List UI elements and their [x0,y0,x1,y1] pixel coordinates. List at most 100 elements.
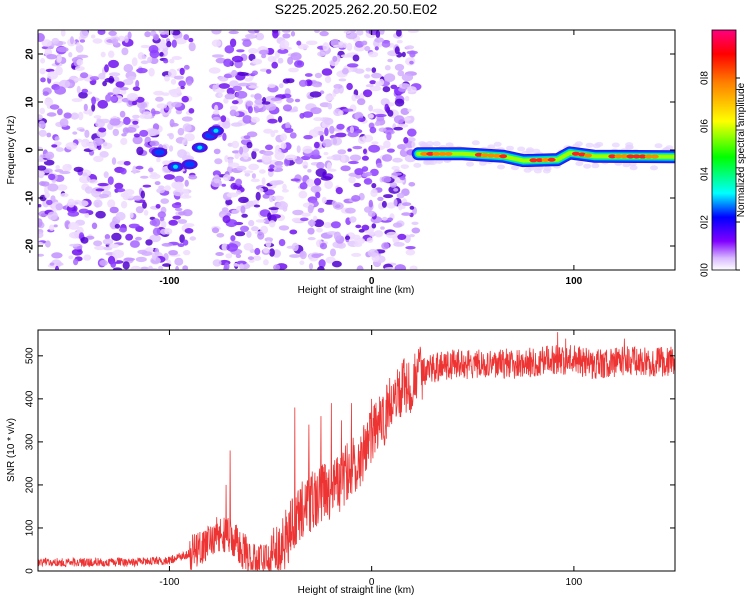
spectrogram-cell [307,204,314,214]
spectrogram-cell [368,144,380,153]
spectrogram-cell [132,86,141,92]
spectrogram-cell [382,216,388,221]
spectrogram-cell [182,209,193,217]
spectrogram-cell [254,30,260,34]
spectrogram-ytick-label: -10 [25,190,36,205]
spectrogram-cell [261,101,271,105]
spectrogram-cell [78,208,90,214]
spectrogram-cell [145,239,153,246]
spectrogram-cell [63,112,72,119]
spectrogram-cell [356,265,364,270]
spectrogram-cell [160,198,169,204]
spectrogram-cell [177,219,188,224]
spectrogram-cell [288,67,299,73]
spectrogram-cell [322,42,330,52]
spectrogram-cell [248,85,259,89]
spectrogram-cell [403,137,409,144]
spectrogram-cell [46,54,58,60]
spectrogram-cell [161,242,173,247]
spectrogram-cell [333,231,342,241]
spectrogram-cell [99,151,109,158]
spectrogram-cell [316,161,325,170]
snr-panel: -100 0 100 0 100 200 300 400 500 Height of strai… [6,329,676,596]
spectrogram-cell [234,231,246,237]
spectrogram-cell [383,73,396,83]
spectrogram-cell [169,58,175,64]
spectrogram-xtick-label: 0 [369,276,375,287]
spectrogram-cell [141,251,153,256]
spectrogram-cell [188,108,195,114]
spectrogram-cell [396,30,402,37]
spectrogram-cell [398,203,403,211]
spectrogram-cell [324,180,333,189]
spectrogram-cell [79,39,86,43]
spectrogram-cell [309,91,322,98]
spectrogram-cell [188,174,198,180]
spectrogram-carrier-peak [529,158,538,163]
spectrogram-cell [243,170,254,174]
spectrogram-cell [104,234,111,240]
spectrogram-cell [398,83,411,89]
spectrogram-cell [325,256,336,264]
spectrogram-cell [244,33,256,39]
spectrogram-cell [54,86,66,95]
spectrogram-cell [347,148,352,152]
spectrogram-cell [115,211,126,221]
spectrogram-cell [289,254,301,258]
spectrogram-cell [126,93,139,101]
colorbar-label: Normalized spectral amplitude [736,82,747,217]
spectrogram-cell [526,147,534,153]
spectrogram-cell [130,265,142,270]
spectrogram-cell [104,77,115,83]
spectrogram-xtick-label: 100 [566,276,583,287]
spectrogram-cell [411,227,421,234]
spectrogram-cell [78,91,88,99]
spectrogram-cell [79,128,85,132]
spectrogram-cell [314,141,320,149]
spectrogram-cell [393,126,404,131]
spectrogram-cell [371,67,377,73]
spectrogram-cell [123,161,131,166]
spectrogram-cell [342,108,354,112]
spectrogram-cell [326,162,332,171]
spectrogram-cell [349,216,357,223]
spectrogram-cell [226,243,238,252]
spectrogram-cell [354,237,366,245]
spectrogram-cell [108,50,115,58]
spectrogram-cell [168,145,174,152]
spectrogram-cell [314,178,322,186]
spectrogram-cell [255,32,265,41]
spectrogram-cell [262,97,267,103]
spectrogram-cell [368,30,378,36]
spectrogram-cell [391,165,400,171]
spectrogram-cell [109,118,121,126]
spectrogram-signal-blob [197,145,203,150]
spectrogram-cell [177,127,185,136]
spectrogram-cell [163,59,169,64]
spectrogram-cell [60,30,66,37]
snr-ytick-label: 400 [25,390,36,407]
spectrogram-cell [56,46,69,53]
spectrogram-cell [42,91,49,96]
spectrogram-cell [363,178,373,185]
spectrogram-cell [98,193,109,199]
spectrogram-cell [357,98,366,106]
spectrogram-cell [284,127,294,133]
spectrogram-cell [381,242,390,250]
spectrogram-cell [135,80,140,88]
spectrogram-cell [66,164,72,169]
spectrogram-cell [265,103,277,111]
spectrogram-cell [237,72,249,76]
spectrogram-cell [267,83,276,89]
spectrogram-cell [407,30,419,33]
spectrogram-cell [117,35,126,42]
spectrogram-cell [182,265,189,270]
spectrogram-cell [174,257,184,266]
spectrogram-cell [162,143,170,150]
spectrogram-cell [183,223,195,228]
spectrogram-cell [175,37,187,45]
spectrogram-cell [240,225,249,232]
spectrogram-cell [120,167,127,175]
spectrogram-cell [213,174,221,184]
spectrogram-cell [409,205,415,210]
